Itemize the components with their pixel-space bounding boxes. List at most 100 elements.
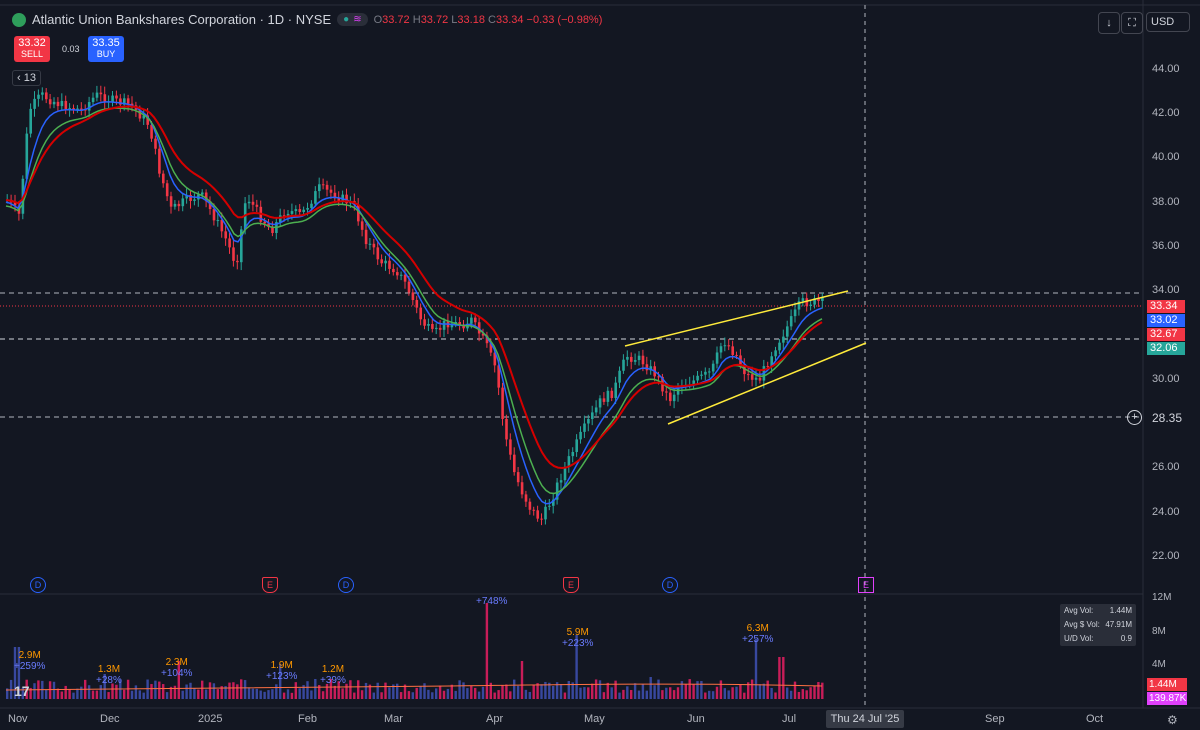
- candle-body: [505, 418, 508, 440]
- candle-body: [747, 374, 750, 376]
- earnings-event-icon[interactable]: E: [563, 577, 579, 593]
- volume-bar: [21, 687, 24, 699]
- ema-mid-tag: 32.06: [1147, 342, 1185, 355]
- symbol-title[interactable]: Atlantic Union Bankshares Corporation · …: [32, 12, 332, 27]
- volume-bar: [509, 691, 512, 699]
- candle-body: [29, 108, 32, 134]
- dividend-event-icon[interactable]: D: [338, 577, 354, 593]
- time-axis-label: May: [584, 713, 605, 725]
- candle-body: [360, 221, 364, 230]
- candle-body: [95, 92, 99, 98]
- volume-bar: [236, 684, 239, 699]
- indicators-toggle[interactable]: ‹ 13: [12, 70, 41, 86]
- volume-bar: [368, 684, 372, 699]
- candle-body: [271, 226, 274, 233]
- candle-body: [177, 203, 181, 207]
- currency-select[interactable]: USD: [1146, 12, 1190, 32]
- upcoming-earnings-icon[interactable]: E: [858, 577, 874, 593]
- dividend-event-icon[interactable]: D: [662, 577, 678, 593]
- candle-body: [33, 98, 36, 109]
- ema-slow-tag: 32.67: [1147, 328, 1185, 341]
- volume-label: 5.9M +223%: [562, 627, 594, 649]
- download-icon[interactable]: ↓: [1098, 12, 1120, 34]
- tradingview-logo[interactable]: 17: [14, 683, 30, 699]
- candle-body: [216, 220, 220, 222]
- volume-bar: [606, 682, 609, 699]
- candle-body: [341, 194, 344, 201]
- volume-bar: [754, 639, 758, 699]
- plus-circle-icon[interactable]: +: [1127, 410, 1142, 425]
- price-axis-tick: 34.00: [1152, 284, 1180, 296]
- candle-body: [509, 439, 512, 455]
- volume-bar: [259, 690, 262, 699]
- volume-bar: [641, 684, 645, 699]
- candle-body: [126, 98, 130, 104]
- alert-icon: ≋: [353, 14, 362, 25]
- candle-body: [548, 505, 551, 507]
- volume-bar: [279, 664, 282, 699]
- volume-bar: [435, 688, 438, 699]
- volume-bar: [154, 680, 157, 699]
- candle-body: [571, 451, 575, 457]
- volume-bar: [247, 687, 251, 699]
- sell-button[interactable]: 33.32 SELL: [14, 36, 50, 62]
- volume-bar: [470, 685, 473, 699]
- volume-bar: [513, 679, 516, 699]
- volume-bar: [645, 690, 648, 699]
- price-axis-tick: 44.00: [1152, 63, 1180, 75]
- volume-bar: [204, 689, 208, 699]
- volume-bar: [52, 681, 56, 699]
- candle-body: [302, 209, 305, 213]
- ema-fast-line: [5, 101, 823, 505]
- candle-body: [665, 391, 668, 393]
- volume-bar: [80, 686, 83, 699]
- candle-body: [224, 231, 227, 239]
- settings-icon[interactable]: ⚙: [1167, 713, 1178, 727]
- candle-body: [559, 480, 563, 483]
- candle-body: [758, 377, 762, 381]
- volume-bar: [267, 690, 270, 699]
- time-axis-label: Apr: [486, 713, 504, 725]
- volume-bar: [403, 684, 407, 699]
- fullscreen-icon[interactable]: ⛶: [1121, 12, 1143, 34]
- volume-stats-panel: Avg Vol: 1.44M Avg $ Vol: 47.91M U/D Vol: 0…: [1060, 604, 1136, 646]
- candle-body: [142, 115, 146, 119]
- volume-bar: [396, 683, 399, 699]
- buy-button[interactable]: 33.35 BUY: [88, 36, 124, 62]
- candle-body: [552, 499, 555, 506]
- candle-body: [809, 304, 812, 307]
- dividend-event-icon[interactable]: D: [30, 577, 46, 593]
- volume-bar: [165, 692, 169, 699]
- candle-body: [669, 392, 672, 402]
- volume-bar: [454, 690, 457, 699]
- volume-bar: [6, 688, 9, 699]
- volume-bar: [485, 603, 489, 699]
- volume-bar: [552, 686, 555, 699]
- indicator-status-pill[interactable]: ● ≋: [337, 13, 368, 26]
- volume-bar: [372, 692, 375, 699]
- volume-bar: [489, 682, 492, 699]
- candle-body: [821, 297, 824, 301]
- candle-body: [388, 260, 391, 269]
- volume-bar: [177, 661, 180, 699]
- volume-label: 1.9M +123%: [266, 660, 298, 682]
- volume-bar: [263, 691, 266, 699]
- volume-bar: [302, 685, 305, 699]
- candle-body: [60, 100, 64, 107]
- candle-body: [52, 101, 56, 105]
- candle-body: [731, 346, 734, 355]
- candle-body: [251, 201, 255, 205]
- volume-bar: [793, 681, 797, 699]
- candle-body: [704, 371, 707, 375]
- candle-body: [774, 350, 777, 357]
- volume-bar: [813, 685, 816, 699]
- volume-bar: [544, 681, 547, 699]
- price-axis-tick: 26.00: [1152, 461, 1180, 473]
- earnings-event-icon[interactable]: E: [262, 577, 278, 593]
- volume-bar: [583, 687, 586, 699]
- price-axis-tick: 38.00: [1152, 196, 1180, 208]
- volume-bar: [399, 692, 403, 699]
- candle-body: [364, 229, 368, 245]
- volume-bar: [672, 690, 676, 699]
